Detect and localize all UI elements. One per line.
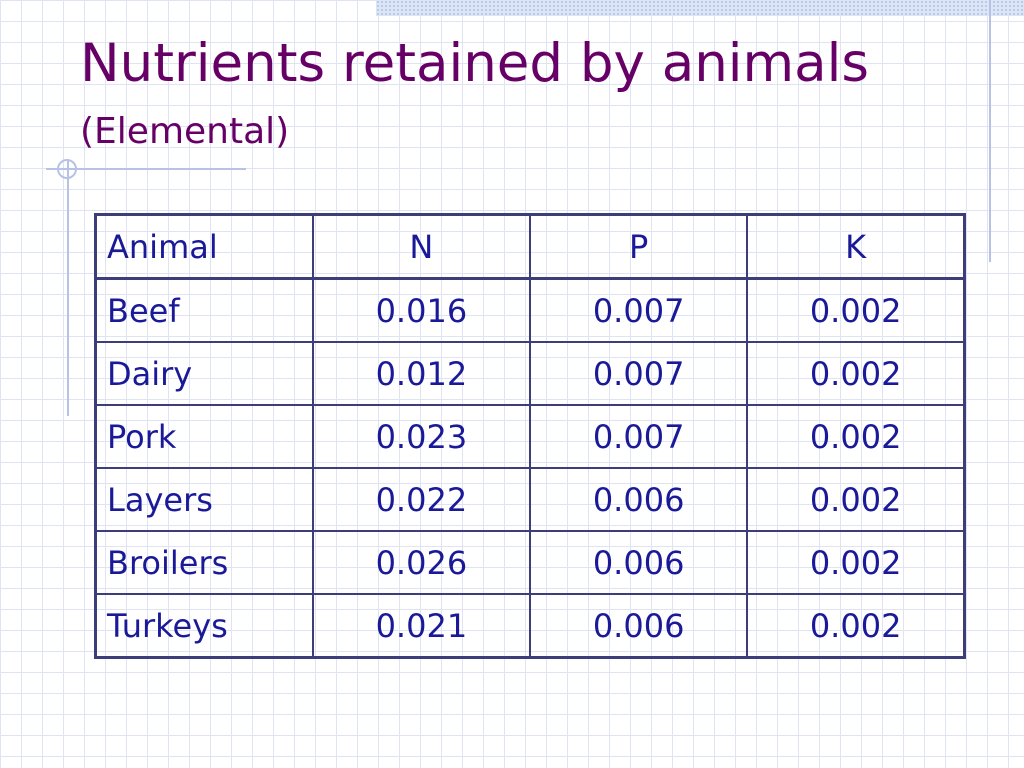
cell-animal: Layers (94, 467, 314, 532)
cell-n: 0.023 (311, 404, 532, 469)
cell-p: 0.006 (528, 593, 749, 659)
cell-p: 0.007 (528, 404, 749, 469)
cell-k: 0.002 (746, 404, 966, 469)
cell-k: 0.002 (746, 277, 966, 343)
header-p: P (528, 213, 749, 280)
header-animal: Animal (94, 213, 314, 280)
registration-circle-icon (57, 159, 77, 179)
left-decorative-rule (67, 160, 69, 416)
header-k: K (746, 213, 966, 280)
cell-p: 0.006 (528, 530, 749, 595)
cell-k: 0.002 (746, 467, 966, 532)
table-row: Pork 0.023 0.007 0.002 (94, 404, 966, 469)
title-underline-rule (46, 168, 246, 170)
cell-k: 0.002 (746, 593, 966, 659)
cell-animal: Pork (94, 404, 314, 469)
cell-k: 0.002 (746, 530, 966, 595)
table-row: Broilers 0.026 0.006 0.002 (94, 530, 966, 595)
cell-p: 0.006 (528, 467, 749, 532)
slide-title: Nutrients retained by animals (80, 33, 869, 94)
cell-n: 0.022 (311, 467, 532, 532)
cell-p: 0.007 (528, 341, 749, 406)
slide-subtitle: (Elemental) (80, 111, 290, 152)
table-row: Turkeys 0.021 0.006 0.002 (94, 593, 966, 659)
cell-animal: Turkeys (94, 593, 314, 659)
right-decorative-rule (989, 0, 991, 262)
nutrients-table: Animal N P K Beef 0.016 0.007 0.002 Dair… (94, 213, 966, 659)
table-row: Layers 0.022 0.006 0.002 (94, 467, 966, 532)
table-row: Dairy 0.012 0.007 0.002 (94, 341, 966, 406)
cell-n: 0.021 (311, 593, 532, 659)
cell-animal: Broilers (94, 530, 314, 595)
cell-n: 0.016 (311, 277, 532, 343)
cell-animal: Dairy (94, 341, 314, 406)
cell-k: 0.002 (746, 341, 966, 406)
cell-p: 0.007 (528, 277, 749, 343)
table-header-row: Animal N P K (94, 213, 966, 280)
table-row: Beef 0.016 0.007 0.002 (94, 277, 966, 343)
header-n: N (311, 213, 532, 280)
cell-n: 0.026 (311, 530, 532, 595)
top-decorative-band (376, 0, 1024, 16)
cell-animal: Beef (94, 277, 314, 343)
cell-n: 0.012 (311, 341, 532, 406)
